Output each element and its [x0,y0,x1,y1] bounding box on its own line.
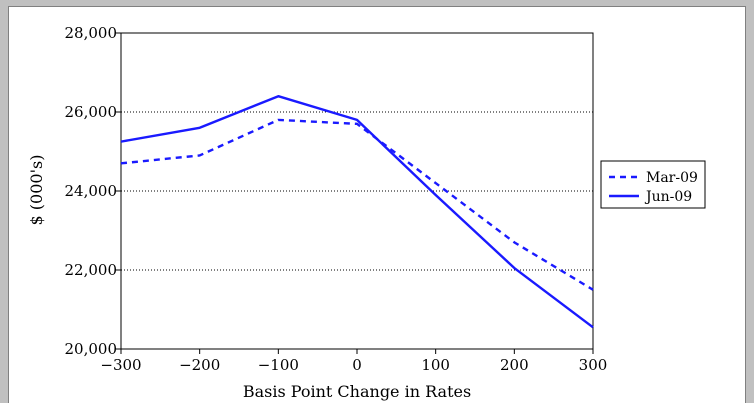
legend-label-jun-09: Jun-09 [644,189,692,205]
y-tick-label: 26,000 [65,103,118,121]
y-axis-title: $ (000's) [27,155,46,226]
plot-area [120,32,594,350]
x-tick-label: −300 [100,356,141,374]
x-tick-label: 300 [579,356,608,374]
x-tick-label: 0 [352,356,362,374]
y-tick-label: 22,000 [65,261,118,279]
legend-label-mar-09: Mar-09 [646,170,698,186]
series-lines [120,94,594,329]
grid-lines [121,111,593,271]
y-tick-label: 20,000 [65,340,118,358]
series-line-mar-09 [120,118,594,291]
legend: Mar-09 Jun-09 [600,160,706,209]
y-axis-ticks: 20,000 22,000 24,000 26,000 28,000 [65,24,121,358]
y-tick-label: 24,000 [65,182,118,200]
x-tick-label: 200 [500,356,529,374]
y-tick-label: 28,000 [65,24,118,42]
x-axis-title: Basis Point Change in Rates [243,382,471,401]
series-line-jun-09 [120,94,594,329]
x-tick-label: −100 [258,356,299,374]
x-axis-ticks: −300 −200 −100 0 100 200 300 [100,349,607,374]
x-tick-label: 100 [421,356,450,374]
x-tick-label: −200 [179,356,220,374]
legend-box [600,160,706,209]
